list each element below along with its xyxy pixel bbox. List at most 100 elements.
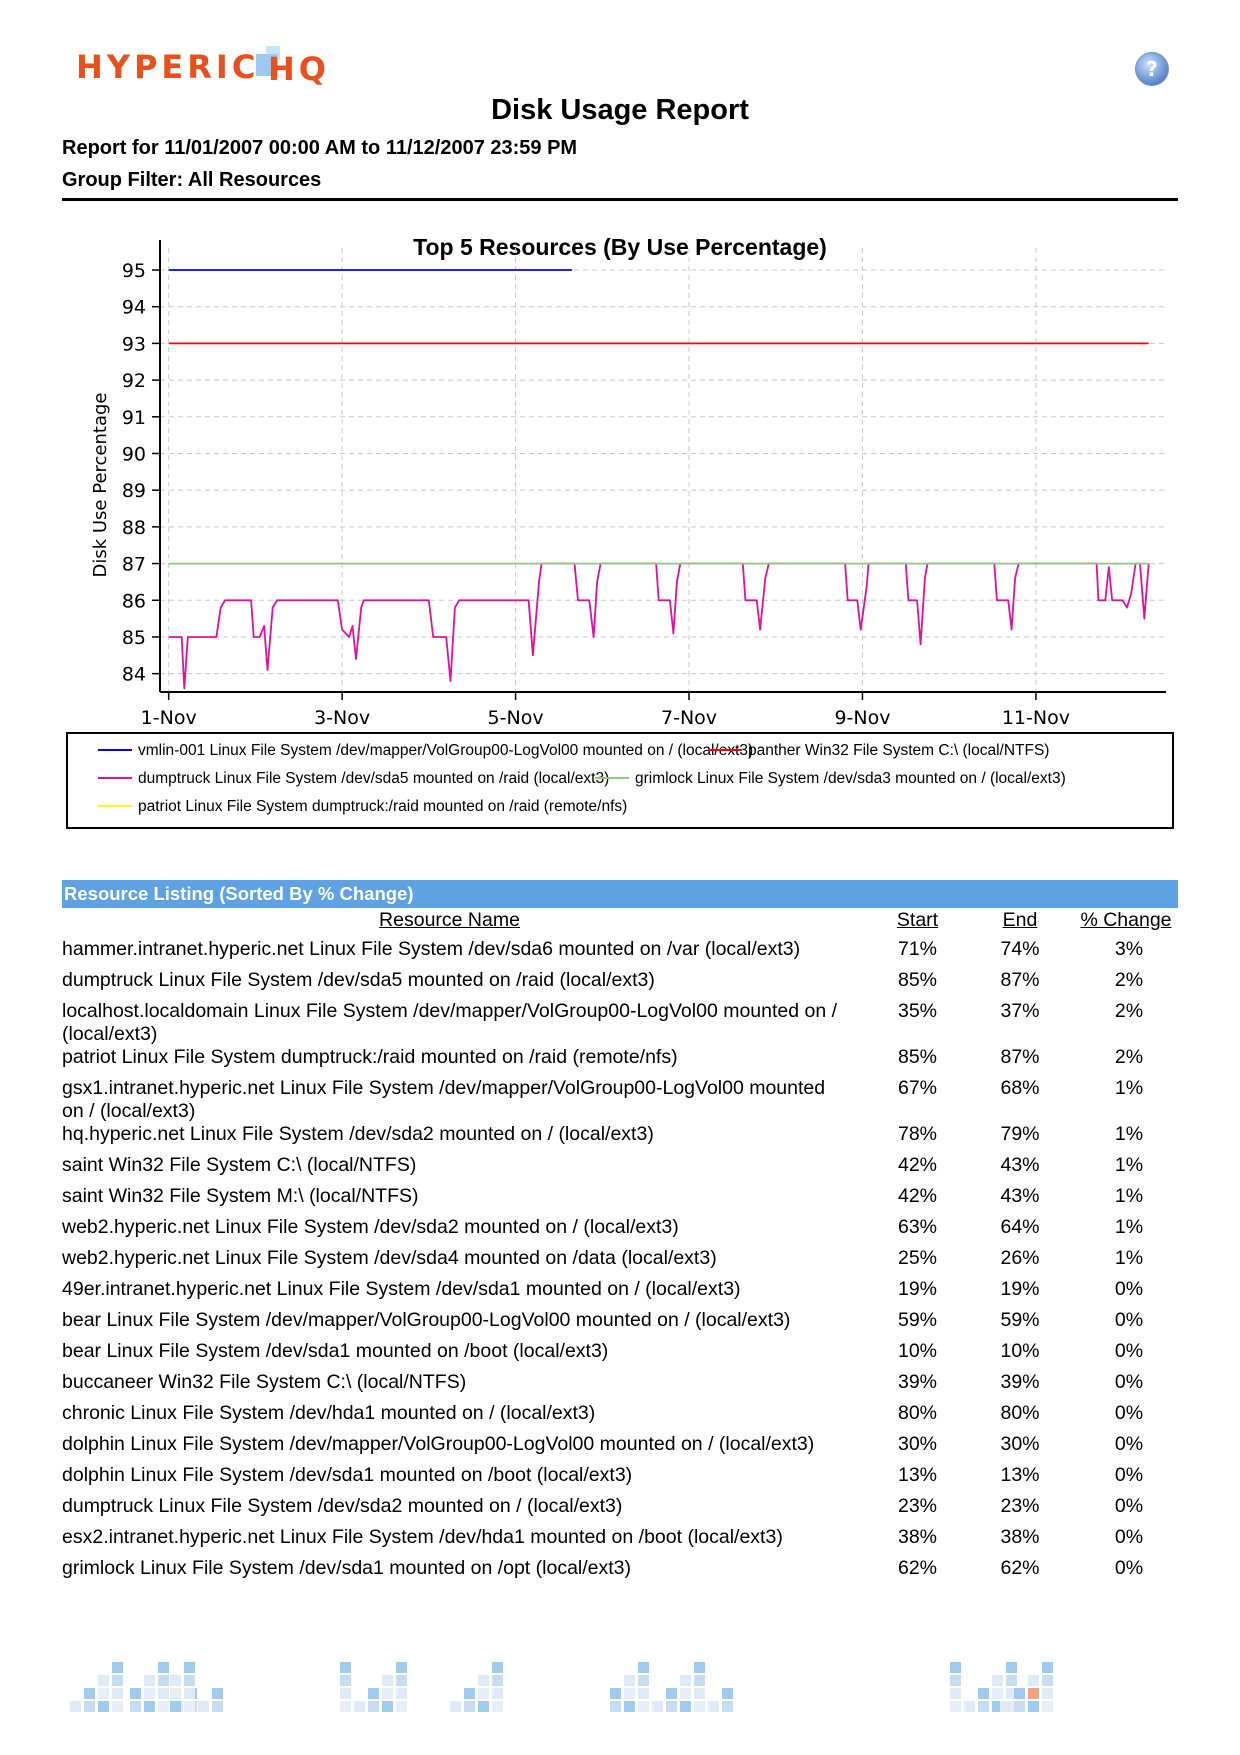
footer-square xyxy=(694,1662,705,1673)
end-value: 87% xyxy=(1000,969,1040,991)
chart-ticks: 84 85 86 87 88 89 90 91 92 93 94 95 1-Nov 3-Nov 5-Nov 7… xyxy=(122,260,1070,725)
change-value: 2% xyxy=(1114,969,1144,991)
footer-square xyxy=(396,1662,407,1673)
footer-square xyxy=(144,1688,155,1699)
resource-name: hq.hyperic.net Linux File System /dev/sd… xyxy=(62,1123,654,1145)
hyperic-hq-logo: HYPERIC HQ xyxy=(76,46,326,88)
footer-square xyxy=(478,1688,489,1699)
footer-square xyxy=(978,1688,989,1699)
start-value: 13% xyxy=(897,1464,938,1486)
legend-swatch xyxy=(98,748,132,751)
footer-square xyxy=(464,1701,475,1712)
footer-square xyxy=(680,1675,691,1686)
footer-square xyxy=(144,1701,155,1712)
resource-name: dolphin Linux File System /dev/sda1 moun… xyxy=(62,1464,633,1486)
footer-square xyxy=(950,1662,961,1673)
footer-square xyxy=(130,1701,141,1712)
footer-square xyxy=(170,1688,181,1699)
footer-square xyxy=(950,1688,961,1699)
footer-square xyxy=(340,1688,351,1699)
change-value: 0% xyxy=(1114,1464,1144,1486)
start-value: 59% xyxy=(897,1309,938,1331)
footer-square xyxy=(694,1688,705,1699)
footer-square xyxy=(992,1675,1003,1686)
y-axis-label: Disk Use Percentage xyxy=(90,393,111,578)
column-header-name[interactable]: Resource Name xyxy=(379,909,520,931)
legend-item: dumptruck Linux File System /dev/sda5 mo… xyxy=(98,770,609,788)
chart-grid xyxy=(160,248,1166,692)
resource-name: dolphin Linux File System /dev/mapper/Vo… xyxy=(62,1433,815,1455)
footer-square xyxy=(396,1701,407,1712)
footer-square xyxy=(144,1675,155,1686)
column-header-change[interactable]: % Change xyxy=(1080,909,1172,931)
change-value: 0% xyxy=(1114,1526,1144,1548)
resource-name: dumptruck Linux File System /dev/sda2 mo… xyxy=(62,1495,623,1517)
column-header-start[interactable]: Start xyxy=(896,909,939,931)
footer-square xyxy=(354,1701,365,1712)
footer-square xyxy=(1014,1701,1025,1712)
footer-square xyxy=(158,1688,169,1699)
end-value: 87% xyxy=(1000,1046,1040,1068)
chart-axes xyxy=(159,240,1166,693)
footer-square xyxy=(158,1701,169,1712)
group-filter: Group Filter: All Resources xyxy=(62,169,322,191)
x-tick-label: 3-Nov xyxy=(314,707,370,725)
help-icon[interactable]: ? xyxy=(1135,52,1169,86)
start-value: 42% xyxy=(897,1185,938,1207)
end-value: 74% xyxy=(1000,938,1040,960)
footer-square xyxy=(624,1701,635,1712)
end-value: 30% xyxy=(1000,1433,1040,1455)
end-value: 68% xyxy=(1000,1077,1040,1099)
end-value: 43% xyxy=(1000,1154,1040,1176)
change-value: 0% xyxy=(1114,1309,1144,1331)
footer-square xyxy=(158,1675,169,1686)
y-tick-label: 89 xyxy=(122,480,146,502)
disk-usage-chart: Top 5 Resources (By Use Percentage) 84 85… xyxy=(90,234,1166,725)
resource-name: esx2.intranet.hyperic.net Linux File Sys… xyxy=(62,1526,783,1548)
footer-square xyxy=(212,1688,223,1699)
change-value: 1% xyxy=(1114,1123,1144,1145)
change-value: 2% xyxy=(1114,1000,1144,1022)
resource-name: buccaneer Win32 File System C:\ (local/N… xyxy=(62,1371,467,1393)
footer-square xyxy=(624,1675,635,1686)
footer-square xyxy=(478,1675,489,1686)
start-value: 39% xyxy=(897,1371,938,1393)
legend-label: panther Win32 File System C:\ (local/NTF… xyxy=(748,742,1050,759)
legend-item: vmlin-001 Linux File System /dev/mapper/… xyxy=(98,742,753,760)
footer-square xyxy=(184,1662,195,1673)
footer-square xyxy=(694,1675,705,1686)
change-value: 0% xyxy=(1114,1557,1144,1579)
footer-square xyxy=(112,1662,123,1673)
resource-name: hammer.intranet.hyperic.net Linux File S… xyxy=(62,938,801,960)
x-tick-label: 11-Nov xyxy=(1002,707,1070,725)
change-value: 1% xyxy=(1114,1247,1144,1269)
x-tick-label: 9-Nov xyxy=(834,707,890,725)
start-value: 35% xyxy=(897,1000,938,1022)
change-value: 1% xyxy=(1114,1185,1144,1207)
footer-square xyxy=(382,1675,393,1686)
legend-label: grimlock Linux File System /dev/sda3 mou… xyxy=(635,770,1066,787)
footer-square xyxy=(464,1688,475,1699)
start-value: 63% xyxy=(897,1216,938,1238)
end-value: 13% xyxy=(1000,1464,1040,1486)
resource-name: saint Win32 File System M:\ (local/NTFS) xyxy=(62,1185,419,1207)
x-tick-label: 5-Nov xyxy=(488,707,544,725)
change-value: 0% xyxy=(1114,1495,1144,1517)
start-value: 38% xyxy=(897,1526,938,1548)
legend-item: grimlock Linux File System /dev/sda3 mou… xyxy=(595,770,1066,788)
footer-square xyxy=(492,1688,503,1699)
resource-name: patriot Linux File System dumptruck:/rai… xyxy=(62,1046,678,1068)
y-tick-label: 86 xyxy=(122,590,146,612)
column-header-end[interactable]: End xyxy=(1002,909,1038,931)
end-value: 64% xyxy=(1000,1216,1040,1238)
chart-legend: vmlin-001 Linux File System /dev/mapper/… xyxy=(66,732,1174,829)
report-range: Report for 11/01/2007 00:00 AM to 11/12/… xyxy=(62,137,578,159)
change-value: 0% xyxy=(1114,1402,1144,1424)
chart-series xyxy=(168,269,1150,690)
legend-swatch xyxy=(708,748,742,751)
footer-square xyxy=(340,1701,351,1712)
change-value: 1% xyxy=(1114,1216,1144,1238)
footer-square xyxy=(112,1701,123,1712)
resource-name: bear Linux File System /dev/mapper/VolGr… xyxy=(62,1309,791,1331)
footer-square xyxy=(492,1662,503,1673)
